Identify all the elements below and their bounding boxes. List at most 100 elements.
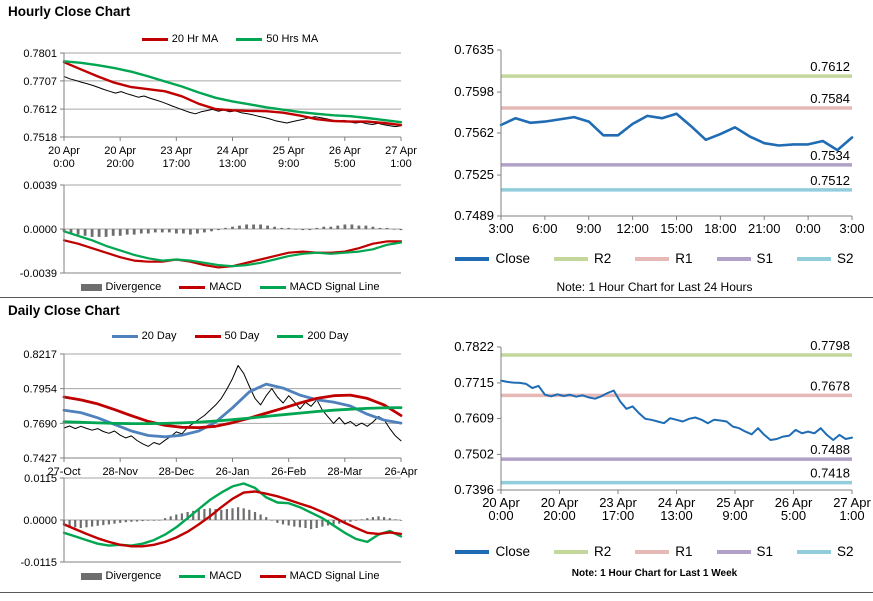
- legend-label: Close: [495, 251, 530, 266]
- y-tick-label: 0.7822: [454, 339, 494, 354]
- legend-item-close: Close: [455, 544, 530, 559]
- divergence-bar: [83, 229, 87, 236]
- line-swatch-icon: [259, 574, 286, 578]
- divergence-bar: [192, 510, 195, 520]
- series-line-50-day: [62, 393, 403, 429]
- x-tick-label-line2: 13:00: [219, 158, 247, 170]
- pivot-label-S1: 0.7488: [810, 442, 850, 457]
- divergence-bar: [225, 509, 228, 520]
- divergence-bar: [96, 520, 99, 526]
- legend-label: MACD Signal Line: [289, 570, 380, 582]
- line-swatch-icon: [553, 549, 588, 554]
- divergence-bar: [293, 520, 296, 527]
- x-tick-label: 9:00: [576, 221, 601, 236]
- divergence-bar: [280, 227, 284, 229]
- line-swatch-icon: [797, 549, 832, 554]
- divergence-bar: [378, 227, 382, 229]
- divergence-bar: [130, 520, 133, 522]
- divergence-bar: [248, 509, 251, 520]
- series-line-macd-signal-line: [62, 230, 403, 268]
- x-tick-label: 27 Apr: [385, 145, 417, 157]
- divergence-bar: [203, 509, 206, 520]
- hourly-ma-legend: 20 Hr MA 50 Hrs MA: [40, 33, 420, 45]
- line-swatch-icon: [716, 256, 751, 261]
- line-swatch-icon: [716, 549, 751, 554]
- legend-item-s2: S2: [797, 544, 854, 559]
- x-tick-label: 20 Apr: [48, 145, 80, 157]
- x-tick-label-line2: 9:00: [278, 158, 299, 170]
- legend-item-r1: R1: [635, 544, 693, 559]
- legend-item-s1: S1: [716, 251, 774, 266]
- x-tick-label: 25 Apr: [273, 145, 305, 157]
- x-tick-label-line2: 13:00: [660, 508, 693, 523]
- x-tick-label: 3:00: [488, 221, 513, 236]
- line-swatch-icon: [455, 549, 490, 554]
- legend-item-r2: R2: [553, 251, 611, 266]
- divergence-bar: [273, 226, 276, 229]
- legend-label: MACD: [209, 281, 242, 293]
- series-line-20-hr-ma: [62, 61, 403, 127]
- divergence-bar: [102, 520, 105, 526]
- divergence-bar: [113, 520, 116, 524]
- divergence-bar: [152, 520, 155, 521]
- legend-label: S1: [756, 544, 774, 559]
- divergence-bar: [175, 229, 178, 234]
- legend-label: 50 Day: [224, 330, 260, 342]
- legend-label: 20 Hr MA: [171, 33, 219, 45]
- legend-item-close: Close: [455, 251, 530, 266]
- divergence-bar: [217, 229, 220, 231]
- y-tick-label: 0.7801: [23, 48, 57, 60]
- divergence-bar: [294, 229, 298, 230]
- divergence-bar: [135, 520, 139, 522]
- x-tick-label: 26-Feb: [271, 466, 306, 478]
- x-tick-label: 23 Apr: [599, 495, 637, 510]
- y-tick-label: 0.0115: [24, 473, 57, 485]
- divergence-bar: [357, 225, 361, 229]
- legend-item-50-hrs-ma: 50 Hrs MA: [236, 33, 318, 45]
- x-tick-label: 24 Apr: [658, 495, 696, 510]
- pivot-label-S2: 0.7418: [810, 466, 850, 481]
- y-tick-label: 0.7707: [23, 76, 57, 88]
- divergence-bar: [180, 513, 183, 520]
- legend-item-divergence: Divergence: [80, 570, 162, 582]
- divergence-bar: [276, 520, 279, 523]
- legend-label: 20 Day: [141, 330, 177, 342]
- y-tick-label: -0.0039: [20, 268, 57, 280]
- divergence-bar: [208, 508, 212, 520]
- pivot-1w-legend: Close R2 R1 S1 S2: [436, 544, 873, 559]
- divergence-swatch-icon: [80, 572, 102, 580]
- x-tick-label: 18:00: [704, 221, 737, 236]
- x-tick-label: 20 Apr: [104, 145, 136, 157]
- divergence-bar: [270, 520, 273, 521]
- line-swatch-icon: [455, 256, 490, 261]
- divergence-swatch-icon: [80, 283, 102, 291]
- hourly-section-title: Hourly Close Chart: [8, 4, 131, 19]
- legend-label: Divergence: [105, 570, 162, 582]
- divergence-bar: [308, 229, 312, 231]
- divergence-bar: [266, 225, 269, 229]
- line-swatch-icon: [797, 256, 832, 261]
- divergence-bar: [298, 520, 301, 528]
- x-tick-label-line2: 9:00: [722, 508, 747, 523]
- legend-label: 50 Hrs MA: [266, 33, 319, 45]
- divergence-bar: [385, 227, 389, 229]
- legend-label: S1: [756, 251, 774, 266]
- x-tick-label: 27-Oct: [47, 466, 80, 478]
- x-tick-label: 20 Apr: [541, 495, 579, 510]
- line-swatch-icon: [635, 256, 670, 261]
- divergence-bar: [252, 224, 255, 229]
- divergence-bar: [153, 229, 157, 233]
- divergence-bar: [203, 229, 206, 233]
- series-line-200-day: [62, 406, 403, 425]
- legend-label: 200 Day: [307, 330, 349, 342]
- divergence-bar: [158, 520, 161, 521]
- divergence-bar: [287, 227, 291, 229]
- x-tick-label: 12:00: [616, 221, 649, 236]
- divergence-bar: [329, 226, 333, 229]
- x-tick-label: 25 Apr: [716, 495, 754, 510]
- x-tick-label: 26 Apr: [329, 145, 361, 157]
- divergence-bar: [164, 518, 167, 520]
- divergence-bar: [167, 229, 171, 233]
- x-tick-label-line2: 20:00: [106, 158, 134, 170]
